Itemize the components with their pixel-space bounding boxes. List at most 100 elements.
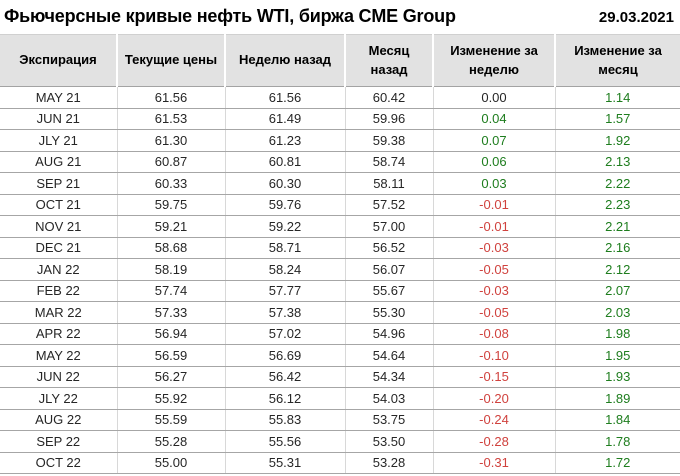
cell-current-price: 56.59 bbox=[116, 344, 225, 367]
cell-week-ago: 57.02 bbox=[224, 323, 345, 345]
cell-week-ago: 60.30 bbox=[224, 172, 345, 195]
cell-month-ago: 53.28 bbox=[344, 452, 433, 474]
cell-week-ago: 55.31 bbox=[224, 452, 345, 474]
cell-current-price: 60.87 bbox=[116, 151, 225, 173]
cell-week-ago: 61.56 bbox=[224, 86, 345, 109]
column-header-month-change: Изменение за месяц bbox=[554, 34, 680, 87]
table-row: JLY 21 61.30 61.23 59.38 0.07 1.92 bbox=[0, 129, 680, 152]
column-header-month-ago: Месяц назад bbox=[344, 34, 433, 87]
cell-expiration: JLY 21 bbox=[0, 129, 117, 152]
cell-month-change: 1.93 bbox=[554, 366, 680, 388]
cell-week-ago: 61.23 bbox=[224, 129, 345, 152]
cell-week-change: 0.06 bbox=[432, 151, 555, 173]
cell-week-ago: 57.77 bbox=[224, 280, 345, 302]
cell-month-change: 1.57 bbox=[554, 108, 680, 130]
table-row: SEP 21 60.33 60.30 58.11 0.03 2.22 bbox=[0, 172, 680, 195]
futures-table: Экспирация Текущие цены Неделю назад Мес… bbox=[0, 34, 680, 474]
table-row: AUG 22 55.59 55.83 53.75 -0.24 1.84 bbox=[0, 409, 680, 431]
cell-month-change: 2.22 bbox=[554, 172, 680, 195]
cell-month-ago: 56.52 bbox=[344, 237, 433, 259]
cell-month-change: 1.98 bbox=[554, 323, 680, 345]
table-row: MAY 22 56.59 56.69 54.64 -0.10 1.95 bbox=[0, 344, 680, 367]
cell-month-ago: 59.96 bbox=[344, 108, 433, 130]
cell-current-price: 55.59 bbox=[116, 409, 225, 431]
table-row: JLY 22 55.92 56.12 54.03 -0.20 1.89 bbox=[0, 387, 680, 410]
cell-week-change: -0.24 bbox=[432, 409, 555, 431]
cell-month-ago: 54.64 bbox=[344, 344, 433, 367]
cell-week-change: 0.03 bbox=[432, 172, 555, 195]
cell-month-ago: 58.11 bbox=[344, 172, 433, 195]
column-header-week-ago: Неделю назад bbox=[224, 34, 345, 87]
cell-month-change: 2.16 bbox=[554, 237, 680, 259]
cell-month-change: 2.21 bbox=[554, 215, 680, 238]
table-row: OCT 22 55.00 55.31 53.28 -0.31 1.72 bbox=[0, 452, 680, 474]
cell-expiration: OCT 21 bbox=[0, 194, 117, 216]
cell-week-ago: 57.38 bbox=[224, 301, 345, 324]
cell-current-price: 55.28 bbox=[116, 430, 225, 453]
cell-month-change: 1.95 bbox=[554, 344, 680, 367]
cell-month-ago: 58.74 bbox=[344, 151, 433, 173]
cell-current-price: 55.00 bbox=[116, 452, 225, 474]
cell-current-price: 61.56 bbox=[116, 86, 225, 109]
cell-week-ago: 56.12 bbox=[224, 387, 345, 410]
cell-current-price: 61.53 bbox=[116, 108, 225, 130]
column-header-week-change: Изменение за неделю bbox=[432, 34, 555, 87]
cell-month-ago: 57.52 bbox=[344, 194, 433, 216]
cell-current-price: 59.21 bbox=[116, 215, 225, 238]
cell-expiration: JUN 22 bbox=[0, 366, 117, 388]
cell-current-price: 59.75 bbox=[116, 194, 225, 216]
cell-month-change: 1.14 bbox=[554, 86, 680, 109]
table-header: Экспирация Текущие цены Неделю назад Мес… bbox=[0, 34, 680, 87]
cell-week-ago: 55.83 bbox=[224, 409, 345, 431]
cell-expiration: OCT 22 bbox=[0, 452, 117, 474]
cell-week-ago: 61.49 bbox=[224, 108, 345, 130]
report-date: 29.03.2021 bbox=[598, 9, 674, 26]
cell-expiration: AUG 22 bbox=[0, 409, 117, 431]
cell-month-ago: 53.50 bbox=[344, 430, 433, 453]
cell-month-change: 1.78 bbox=[554, 430, 680, 453]
cell-current-price: 56.94 bbox=[116, 323, 225, 345]
cell-week-change: -0.01 bbox=[432, 215, 555, 238]
cell-expiration: JAN 22 bbox=[0, 258, 117, 281]
table-row: FEB 22 57.74 57.77 55.67 -0.03 2.07 bbox=[0, 280, 680, 302]
table-row: APR 22 56.94 57.02 54.96 -0.08 1.98 bbox=[0, 323, 680, 345]
title-bar: Фьючерсные кривые нефть WTI, биржа CME G… bbox=[0, 0, 680, 34]
cell-current-price: 57.74 bbox=[116, 280, 225, 302]
cell-month-ago: 57.00 bbox=[344, 215, 433, 238]
cell-current-price: 61.30 bbox=[116, 129, 225, 152]
cell-week-ago: 59.22 bbox=[224, 215, 345, 238]
cell-month-change: 2.13 bbox=[554, 151, 680, 173]
cell-week-change: -0.05 bbox=[432, 301, 555, 324]
cell-expiration: SEP 22 bbox=[0, 430, 117, 453]
cell-month-ago: 60.42 bbox=[344, 86, 433, 109]
table-row: JUN 21 61.53 61.49 59.96 0.04 1.57 bbox=[0, 108, 680, 130]
table-row: OCT 21 59.75 59.76 57.52 -0.01 2.23 bbox=[0, 194, 680, 216]
cell-expiration: FEB 22 bbox=[0, 280, 117, 302]
cell-week-ago: 58.24 bbox=[224, 258, 345, 281]
cell-week-change: -0.10 bbox=[432, 344, 555, 367]
cell-week-ago: 58.71 bbox=[224, 237, 345, 259]
cell-week-change: -0.20 bbox=[432, 387, 555, 410]
cell-month-ago: 55.67 bbox=[344, 280, 433, 302]
cell-week-change: -0.05 bbox=[432, 258, 555, 281]
table-row: JUN 22 56.27 56.42 54.34 -0.15 1.93 bbox=[0, 366, 680, 388]
cell-week-change: -0.15 bbox=[432, 366, 555, 388]
table-body: MAY 21 61.56 61.56 60.42 0.00 1.14 JUN 21 61.53… bbox=[0, 86, 680, 474]
cell-expiration: MAY 21 bbox=[0, 86, 117, 109]
cell-month-change: 1.84 bbox=[554, 409, 680, 431]
cell-week-change: -0.03 bbox=[432, 237, 555, 259]
cell-current-price: 58.19 bbox=[116, 258, 225, 281]
cell-current-price: 60.33 bbox=[116, 172, 225, 195]
cell-month-ago: 55.30 bbox=[344, 301, 433, 324]
cell-week-change: -0.01 bbox=[432, 194, 555, 216]
cell-week-ago: 56.42 bbox=[224, 366, 345, 388]
cell-week-change: 0.07 bbox=[432, 129, 555, 152]
cell-week-change: -0.03 bbox=[432, 280, 555, 302]
cell-month-change: 2.12 bbox=[554, 258, 680, 281]
cell-week-ago: 60.81 bbox=[224, 151, 345, 173]
cell-month-change: 2.07 bbox=[554, 280, 680, 302]
table-row: MAR 22 57.33 57.38 55.30 -0.05 2.03 bbox=[0, 301, 680, 324]
table-row: JAN 22 58.19 58.24 56.07 -0.05 2.12 bbox=[0, 258, 680, 281]
cell-expiration: MAR 22 bbox=[0, 301, 117, 324]
header-row: Экспирация Текущие цены Неделю назад Мес… bbox=[0, 34, 680, 87]
